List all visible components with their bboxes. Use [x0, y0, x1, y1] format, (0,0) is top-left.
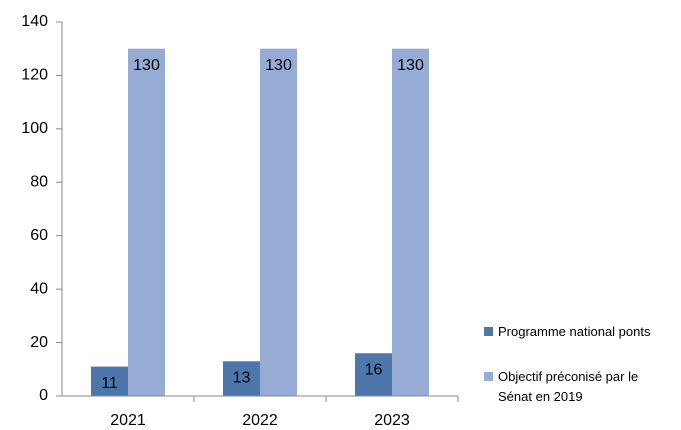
- x-tick-label: 2023: [374, 412, 410, 429]
- legend-swatch: [484, 372, 493, 381]
- y-tick-label: 100: [21, 120, 48, 137]
- data-label: 130: [133, 57, 160, 74]
- y-tick-label: 40: [30, 280, 48, 297]
- bar: [91, 366, 128, 396]
- data-label: 130: [265, 57, 292, 74]
- bar: [223, 361, 260, 396]
- data-label: 11: [101, 375, 118, 392]
- x-tick-label: 2021: [110, 412, 146, 429]
- legend-label: Objectif préconisé par le Sénat en 2019: [498, 369, 639, 404]
- data-label: 16: [365, 361, 383, 378]
- y-tick-label: 80: [30, 174, 48, 191]
- bar: [260, 48, 297, 396]
- legend-item: Programme national ponts: [484, 322, 680, 342]
- y-tick-label: 60: [30, 227, 48, 244]
- x-tick-label: 2022: [242, 412, 278, 429]
- data-label: 130: [397, 57, 424, 74]
- y-tick-label: 140: [21, 13, 48, 30]
- legend-item: Objectif préconisé par le Sénat en 2019: [484, 367, 680, 407]
- y-tick-label: 120: [21, 67, 48, 84]
- legend-swatch: [484, 327, 493, 336]
- data-label: 13: [233, 369, 251, 386]
- bar: [392, 48, 429, 396]
- legend-label: Programme national ponts: [498, 324, 651, 339]
- y-tick-label: 20: [30, 334, 48, 351]
- bar: [355, 353, 392, 396]
- bar: [128, 48, 165, 396]
- y-tick-label: 0: [39, 387, 48, 404]
